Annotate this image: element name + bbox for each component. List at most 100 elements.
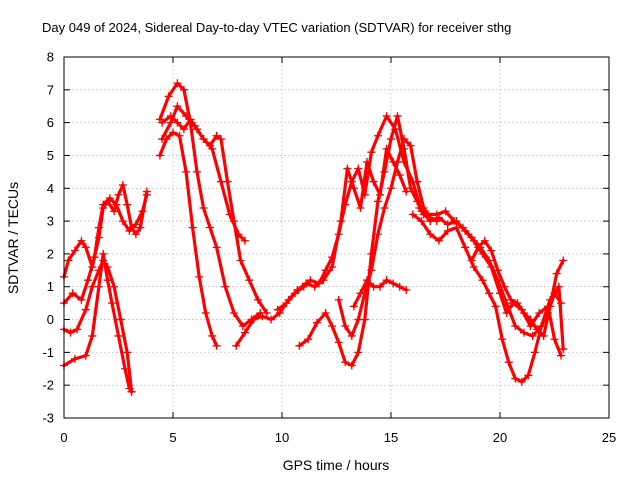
data-point-track-6: [238, 322, 247, 331]
axis-ticks: 0 5 10 15 20 25 -3 -2 -1 0 1 2 3 4 5 6 7 8: [42, 50, 616, 446]
data-point-track-6: [164, 92, 173, 101]
data-point-track-14: [511, 374, 520, 383]
data-point-track-2: [110, 282, 119, 291]
data-point-track-12: [373, 230, 382, 239]
data-point-track-9: [267, 315, 276, 324]
series-line-track-12: [337, 137, 439, 338]
data-point-track-10: [347, 177, 356, 186]
data-point-track-16: [535, 308, 544, 317]
series-line-track-8: [160, 104, 247, 243]
data-point-track-10: [321, 266, 330, 275]
data-point-track-4: [142, 187, 151, 196]
data-point-track-10: [360, 190, 369, 199]
data-point-track-11: [347, 361, 356, 370]
data-point-track-5: [195, 272, 204, 281]
y-axis-label: SDTVAR / TECUs: [5, 182, 21, 294]
data-point-track-12: [393, 158, 402, 167]
data-point-track-4: [127, 223, 136, 232]
data-point-track-4: [118, 180, 127, 189]
data-point-track-5: [188, 223, 197, 232]
data-point-track-12: [354, 315, 363, 324]
data-point-track-15: [441, 207, 450, 216]
data-point-track-14: [434, 236, 443, 245]
data-point-track-6: [212, 243, 221, 252]
data-point-track-17: [519, 308, 528, 317]
data-point-track-8: [234, 230, 243, 239]
data-point-track-8: [216, 177, 225, 186]
data-point-track-10: [354, 164, 363, 173]
data-point-track-13: [402, 286, 411, 295]
data-point-track-12: [413, 177, 422, 186]
data-point-track-11: [413, 197, 422, 206]
data-point-track-16: [434, 213, 443, 222]
data-point-track-12: [406, 141, 415, 150]
y-tick-label: 6: [47, 115, 54, 130]
data-point-track-17: [480, 236, 489, 245]
data-point-track-13: [363, 276, 372, 285]
data-point-track-12: [367, 266, 376, 275]
data-point-track-16: [452, 217, 461, 226]
data-point-track-8: [182, 112, 191, 121]
data-point-track-14: [517, 377, 526, 386]
data-point-track-5: [175, 131, 184, 140]
data-point-track-8: [240, 236, 249, 245]
data-point-track-6: [192, 167, 201, 176]
x-axis-label: GPS time / hours: [283, 457, 390, 473]
data-point-track-15: [519, 328, 528, 337]
data-point-track-17: [467, 256, 476, 265]
data-point-track-6: [173, 79, 182, 88]
y-tick-label: 5: [47, 148, 54, 163]
data-point-track-2: [127, 387, 136, 396]
data-point-track-15: [554, 282, 563, 291]
data-point-track-4: [88, 263, 97, 272]
data-point-track-15: [528, 331, 537, 340]
data-point-track-15: [424, 210, 433, 219]
grid-lines: [64, 57, 609, 418]
series-line-track-7: [160, 114, 269, 315]
data-point-track-14: [408, 210, 417, 219]
data-point-track-14: [504, 358, 513, 367]
data-point-track-2: [123, 348, 132, 357]
data-point-track-14: [417, 217, 426, 226]
data-point-track-4: [110, 207, 119, 216]
data-point-track-8: [225, 210, 234, 219]
data-point-track-13: [395, 282, 404, 291]
x-tick-label: 0: [60, 430, 67, 445]
x-tick-label: 25: [602, 430, 616, 445]
data-point-track-11: [380, 167, 389, 176]
data-point-track-11: [406, 184, 415, 193]
y-tick-label: 1: [47, 279, 54, 294]
data-point-track-10: [299, 282, 308, 291]
series-line-track-11: [297, 114, 426, 368]
data-point-track-12: [334, 295, 343, 304]
data-point-track-16: [502, 308, 511, 317]
data-point-track-16: [557, 351, 566, 360]
data-point-track-6: [221, 282, 230, 291]
data-point-track-5: [212, 341, 221, 350]
data-point-track-7: [236, 256, 245, 265]
data-point-track-7: [262, 308, 271, 317]
x-tick-label: 5: [169, 430, 176, 445]
data-point-track-5: [201, 308, 210, 317]
data-point-track-16: [496, 289, 504, 298]
data-point-track-3: [77, 295, 86, 304]
data-point-track-9: [240, 328, 249, 337]
y-tick-label: 8: [47, 50, 54, 65]
data-point-track-14: [426, 230, 435, 239]
data-point-track-10: [382, 112, 391, 121]
data-point-track-16: [487, 263, 496, 272]
y-tick-label: 4: [47, 181, 54, 196]
data-point-track-17: [526, 315, 535, 324]
data-point-track-11: [328, 322, 337, 331]
data-point-track-17: [539, 331, 548, 340]
data-point-track-11: [393, 112, 402, 121]
data-point-track-12: [387, 184, 395, 193]
data-point-track-4: [77, 236, 86, 245]
data-point-track-9: [356, 203, 365, 212]
data-point-track-14: [485, 289, 494, 298]
data-point-track-10: [328, 253, 337, 262]
data-point-track-11: [334, 338, 343, 347]
data-point-track-15: [559, 345, 568, 354]
data-point-track-17: [546, 302, 555, 311]
data-point-track-4: [114, 190, 123, 199]
